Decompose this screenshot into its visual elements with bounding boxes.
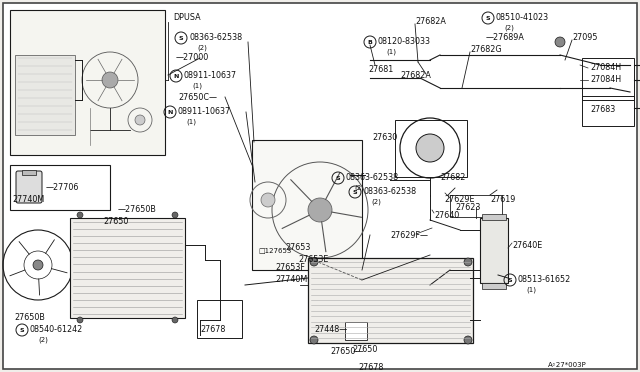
- Text: 27084H: 27084H: [590, 64, 621, 73]
- Text: A◦27*003P: A◦27*003P: [548, 362, 587, 368]
- Text: —27000: —27000: [176, 54, 209, 62]
- Text: S: S: [486, 16, 490, 20]
- Bar: [582, 96, 634, 126]
- Text: 27650—: 27650—: [330, 347, 364, 356]
- Text: S: S: [336, 176, 340, 180]
- Text: (1): (1): [386, 49, 396, 55]
- Text: N: N: [167, 109, 173, 115]
- Text: 27653E: 27653E: [298, 256, 328, 264]
- Circle shape: [555, 37, 565, 47]
- Text: B: B: [367, 39, 372, 45]
- Text: 27681: 27681: [368, 65, 393, 74]
- Text: 27629F—: 27629F—: [390, 231, 428, 240]
- Bar: [10, 10, 165, 155]
- Text: 27095: 27095: [572, 33, 598, 42]
- Text: 27629E: 27629E: [444, 196, 474, 205]
- Text: 08911-10637: 08911-10637: [178, 108, 231, 116]
- Text: 27623: 27623: [455, 202, 481, 212]
- Circle shape: [261, 193, 275, 207]
- Text: 27650B: 27650B: [14, 314, 45, 323]
- Text: 08363-62538: 08363-62538: [346, 173, 399, 183]
- Bar: [197, 300, 242, 338]
- Text: S: S: [179, 35, 183, 41]
- Text: 27682G: 27682G: [470, 45, 502, 55]
- Text: 08540-61242: 08540-61242: [30, 326, 83, 334]
- Text: □127653: □127653: [258, 247, 291, 253]
- Bar: [482, 283, 506, 289]
- Bar: [10, 165, 110, 210]
- Text: S: S: [508, 278, 512, 282]
- Text: 27682: 27682: [440, 173, 465, 183]
- Text: —27650B: —27650B: [118, 205, 157, 215]
- Text: 27448—: 27448—: [314, 326, 348, 334]
- Text: N: N: [173, 74, 179, 78]
- Text: (2): (2): [197, 45, 207, 51]
- Bar: [345, 322, 367, 340]
- Bar: [15, 55, 75, 135]
- Text: (1): (1): [526, 287, 536, 293]
- Text: 27084H: 27084H: [590, 76, 621, 84]
- Text: 08120-83033: 08120-83033: [378, 38, 431, 46]
- Text: 27653F: 27653F: [275, 263, 305, 273]
- Circle shape: [464, 258, 472, 266]
- Text: 27740M: 27740M: [12, 196, 44, 205]
- Text: 08513-61652: 08513-61652: [518, 276, 572, 285]
- Text: 08510-41023: 08510-41023: [496, 13, 549, 22]
- Bar: [480, 218, 508, 283]
- Text: —27706: —27706: [46, 183, 79, 192]
- Text: (2): (2): [371, 199, 381, 205]
- Bar: [450, 195, 502, 217]
- Text: 27650C—: 27650C—: [178, 93, 217, 102]
- Text: S: S: [353, 189, 357, 195]
- Circle shape: [310, 336, 318, 344]
- Circle shape: [172, 317, 178, 323]
- Text: (1): (1): [186, 119, 196, 125]
- Text: 27682A: 27682A: [415, 17, 446, 26]
- Circle shape: [308, 198, 332, 222]
- Circle shape: [77, 317, 83, 323]
- Text: 27682A: 27682A: [400, 71, 431, 80]
- Text: 27740M: 27740M: [275, 276, 307, 285]
- Circle shape: [172, 212, 178, 218]
- Text: 27650: 27650: [352, 346, 378, 355]
- Bar: [252, 140, 362, 270]
- Bar: [395, 120, 467, 177]
- Text: —27689A: —27689A: [486, 33, 525, 42]
- Text: (2): (2): [504, 25, 514, 31]
- Circle shape: [102, 72, 118, 88]
- Text: 27640: 27640: [434, 211, 460, 219]
- Text: 27653: 27653: [285, 244, 310, 253]
- FancyBboxPatch shape: [16, 171, 42, 203]
- Text: 08363-62538: 08363-62538: [189, 33, 242, 42]
- Text: 27630: 27630: [372, 134, 397, 142]
- Text: 27678: 27678: [358, 362, 383, 372]
- Text: 27640E: 27640E: [512, 241, 542, 250]
- Text: 27683: 27683: [590, 106, 615, 115]
- Text: 08363-62538: 08363-62538: [363, 187, 416, 196]
- Text: 27678: 27678: [200, 326, 225, 334]
- Text: S: S: [20, 327, 24, 333]
- Text: DPUSA: DPUSA: [173, 13, 200, 22]
- Circle shape: [77, 212, 83, 218]
- Circle shape: [33, 260, 43, 270]
- Text: (2): (2): [354, 185, 364, 191]
- Text: (1): (1): [192, 83, 202, 89]
- Circle shape: [135, 115, 145, 125]
- Bar: [482, 214, 506, 220]
- Circle shape: [416, 134, 444, 162]
- Bar: [582, 58, 634, 100]
- Bar: [308, 258, 473, 343]
- Circle shape: [464, 336, 472, 344]
- Bar: [70, 218, 185, 318]
- Text: 27619: 27619: [490, 196, 515, 205]
- Circle shape: [310, 258, 318, 266]
- Text: 27650: 27650: [103, 218, 129, 227]
- Text: 08911-10637: 08911-10637: [184, 71, 237, 80]
- Bar: [22, 170, 36, 175]
- Text: (2): (2): [38, 337, 48, 343]
